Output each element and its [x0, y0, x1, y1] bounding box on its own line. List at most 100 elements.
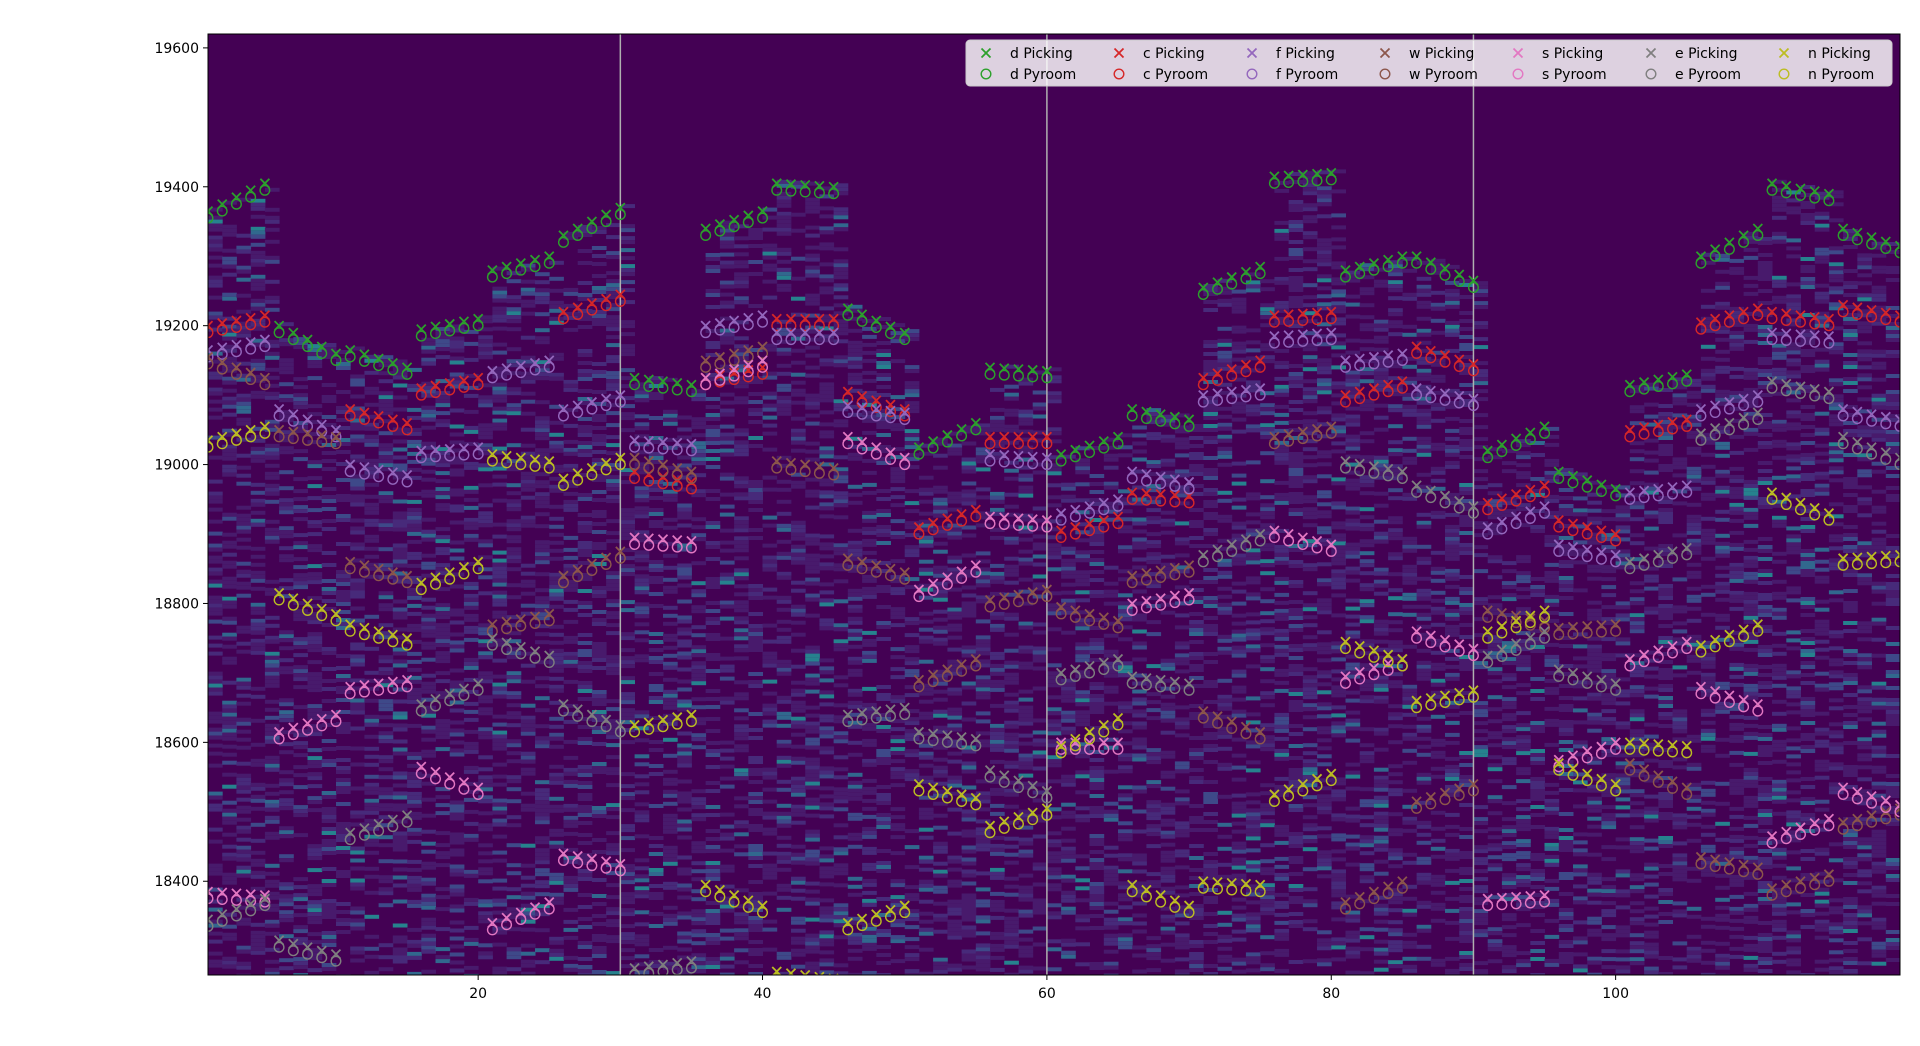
heatmap-cell	[563, 383, 579, 388]
heatmap-cell	[805, 801, 820, 806]
heatmap-cell	[463, 797, 479, 802]
heatmap-cell	[321, 879, 337, 883]
heatmap-cell	[975, 887, 991, 892]
heatmap-cell	[535, 856, 550, 861]
heatmap-cell	[1089, 638, 1105, 642]
heatmap-cell	[1046, 471, 1062, 476]
heatmap-cell	[1004, 632, 1019, 637]
heatmap-cell	[776, 699, 792, 704]
heatmap-cell	[677, 967, 692, 972]
heatmap-cell	[1089, 794, 1105, 798]
heatmap-cell	[478, 343, 493, 348]
heatmap-cell	[862, 726, 877, 731]
heatmap-cell	[904, 777, 920, 782]
heatmap-cell	[208, 235, 223, 240]
heatmap-cell	[421, 657, 436, 662]
heatmap-cell	[378, 887, 394, 892]
heatmap-cell	[776, 479, 792, 484]
heatmap-cell	[663, 577, 678, 582]
heatmap-cell	[904, 621, 920, 626]
heatmap-cell	[975, 959, 991, 964]
heatmap-cell	[606, 655, 621, 660]
heatmap-cell	[336, 590, 351, 594]
heatmap-cell	[279, 394, 294, 399]
heatmap-cell	[1160, 470, 1176, 475]
heatmap-cell	[549, 700, 564, 705]
heatmap-cell	[819, 230, 835, 235]
heatmap-cell	[1032, 370, 1048, 375]
heatmap-cell	[222, 784, 237, 789]
heatmap-cell	[634, 442, 650, 447]
heatmap-cell	[904, 409, 920, 414]
heatmap-cell	[691, 425, 707, 430]
heatmap-cell	[677, 915, 692, 920]
heatmap-cell	[577, 377, 593, 381]
heatmap-cell	[947, 627, 963, 632]
heatmap-cell	[535, 292, 550, 297]
heatmap-cell	[904, 769, 920, 774]
heatmap-cell	[1032, 790, 1048, 795]
heatmap-cell	[563, 587, 579, 592]
heatmap-cell	[1018, 949, 1034, 954]
heatmap-cell	[478, 515, 493, 520]
heatmap-cell	[620, 324, 635, 329]
heatmap-cell	[990, 663, 1005, 668]
heatmap-cell	[734, 440, 749, 445]
heatmap-cell	[1103, 877, 1119, 882]
heatmap-cell	[634, 934, 650, 939]
heatmap-cell	[677, 971, 692, 975]
heatmap-cell	[1118, 509, 1133, 514]
heatmap-cell	[975, 839, 991, 844]
heatmap-cell	[492, 498, 508, 503]
heatmap-cell	[691, 797, 707, 802]
heatmap-cell	[691, 697, 707, 702]
heatmap-cell	[791, 580, 806, 585]
heatmap-cell	[961, 765, 977, 770]
heatmap-cell	[449, 520, 465, 525]
heatmap-cell	[1160, 474, 1176, 479]
heatmap-cell	[378, 547, 394, 552]
heatmap-cell	[264, 427, 280, 432]
heatmap-cell	[1075, 754, 1090, 759]
heatmap-cell	[478, 783, 493, 788]
heatmap-cell	[1118, 837, 1133, 842]
heatmap-cell	[407, 859, 422, 864]
heatmap-cell	[222, 636, 237, 641]
heatmap-cell	[492, 314, 508, 319]
heatmap-cell	[563, 503, 579, 508]
heatmap-cell	[577, 905, 593, 909]
heatmap-cell	[1103, 581, 1119, 586]
heatmap-cell	[762, 663, 778, 668]
heatmap-cell	[1018, 513, 1034, 518]
heatmap-cell	[236, 717, 252, 722]
heatmap-cell	[492, 690, 508, 695]
heatmap-cell	[961, 601, 977, 606]
heatmap-cell	[506, 295, 522, 300]
heatmap-cell	[862, 902, 877, 907]
heatmap-cell	[1004, 408, 1019, 413]
heatmap-cell	[634, 754, 650, 759]
heatmap-cell	[1118, 917, 1133, 922]
heatmap-cell	[293, 677, 308, 682]
heatmap-cell	[392, 679, 408, 684]
heatmap-cell	[990, 943, 1005, 948]
heatmap-cell	[890, 815, 906, 820]
heatmap-cell	[862, 550, 877, 555]
heatmap-cell	[776, 231, 792, 236]
heatmap-cell	[691, 805, 707, 810]
heatmap-cell	[975, 807, 991, 812]
heatmap-cell	[762, 851, 778, 856]
heatmap-cell	[1089, 534, 1105, 538]
heatmap-cell	[364, 466, 380, 471]
heatmap-cell	[862, 394, 877, 399]
heatmap-cell	[1089, 962, 1105, 966]
heatmap-cell	[933, 709, 948, 714]
heatmap-cell	[506, 483, 522, 488]
heatmap-cell	[1075, 466, 1090, 471]
heatmap-cell	[833, 275, 849, 280]
heatmap-cell	[506, 507, 522, 512]
heatmap-cell	[918, 743, 934, 748]
heatmap-cell	[691, 493, 707, 498]
heatmap-cell	[364, 782, 380, 787]
heatmap-cell	[1004, 892, 1019, 897]
